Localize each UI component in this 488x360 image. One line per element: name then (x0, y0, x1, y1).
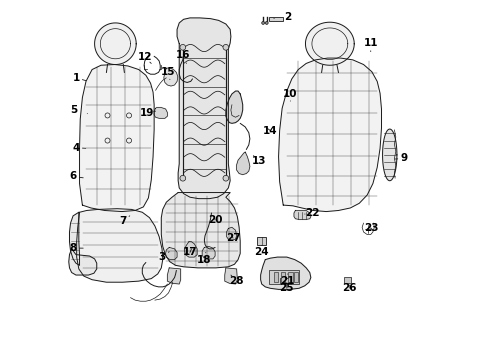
Bar (268, 270, 299, 284)
Bar (281, 272, 285, 282)
Polygon shape (305, 22, 353, 65)
Bar (273, 272, 278, 282)
Text: 7: 7 (119, 216, 129, 226)
Polygon shape (278, 58, 381, 212)
Polygon shape (154, 108, 167, 118)
Text: 23: 23 (364, 224, 378, 233)
Polygon shape (94, 23, 136, 64)
Text: 3: 3 (158, 252, 169, 262)
Polygon shape (163, 68, 178, 86)
Polygon shape (226, 227, 236, 240)
Bar (293, 272, 298, 282)
Text: 9: 9 (394, 153, 407, 163)
Text: 5: 5 (70, 105, 87, 115)
Circle shape (180, 175, 185, 181)
Text: 17: 17 (183, 247, 197, 257)
Polygon shape (167, 268, 180, 284)
Polygon shape (77, 209, 163, 282)
Text: 20: 20 (207, 215, 222, 225)
Text: 2: 2 (273, 12, 290, 22)
Polygon shape (161, 193, 240, 268)
Polygon shape (293, 211, 310, 220)
Polygon shape (225, 91, 242, 123)
Polygon shape (184, 242, 197, 257)
Circle shape (261, 22, 264, 24)
Text: 24: 24 (254, 245, 268, 257)
Polygon shape (69, 249, 97, 275)
Text: 15: 15 (161, 67, 175, 80)
Text: 10: 10 (283, 89, 297, 101)
Text: 19: 19 (140, 108, 155, 118)
Text: 12: 12 (137, 52, 152, 63)
Polygon shape (177, 18, 230, 199)
Circle shape (180, 44, 185, 50)
Text: 25: 25 (279, 283, 293, 293)
Bar (287, 272, 292, 282)
Polygon shape (202, 246, 215, 259)
Circle shape (223, 44, 228, 50)
Text: 6: 6 (69, 171, 83, 181)
Text: 14: 14 (263, 126, 277, 135)
Text: 1: 1 (72, 73, 86, 83)
Bar (344, 277, 351, 283)
Bar (280, 278, 291, 283)
Bar (257, 237, 265, 245)
Text: 22: 22 (304, 208, 319, 218)
Text: 16: 16 (176, 50, 190, 63)
Text: 18: 18 (197, 252, 211, 265)
Circle shape (265, 22, 267, 24)
Text: 26: 26 (341, 283, 356, 293)
Circle shape (223, 175, 228, 181)
Text: 11: 11 (363, 38, 377, 51)
Text: 27: 27 (225, 233, 240, 243)
Text: 13: 13 (251, 156, 265, 166)
Polygon shape (69, 212, 80, 265)
Polygon shape (224, 268, 237, 284)
Polygon shape (236, 152, 249, 175)
Polygon shape (165, 247, 177, 260)
Polygon shape (382, 129, 396, 181)
Text: 8: 8 (69, 243, 83, 253)
Bar (268, 17, 283, 22)
Text: 21: 21 (280, 274, 294, 286)
Text: 4: 4 (72, 143, 85, 153)
Text: 28: 28 (229, 275, 244, 286)
Polygon shape (80, 64, 154, 212)
Polygon shape (260, 257, 310, 289)
